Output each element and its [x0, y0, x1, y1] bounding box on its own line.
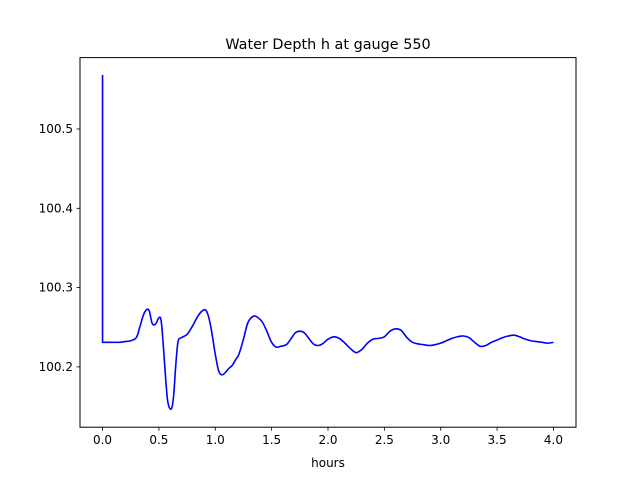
- y-tick-label: 100.4: [39, 201, 73, 215]
- y-axis-ticks: 100.2 100.3 100.4 100.5: [39, 122, 80, 374]
- y-tick-label: 100.5: [39, 122, 73, 136]
- series-layer: [101, 75, 554, 410]
- x-tick-label: 0.0: [93, 433, 112, 447]
- chart-title: Water Depth h at gauge 550: [225, 37, 430, 53]
- x-axis-label: hours: [311, 456, 345, 470]
- x-tick-label: 3.0: [431, 433, 450, 447]
- x-tick-label: 0.5: [149, 433, 168, 447]
- x-tick-label: 2.0: [318, 433, 337, 447]
- x-tick-label: 1.5: [262, 433, 281, 447]
- series-line: [101, 75, 554, 410]
- x-tick-label: 4.0: [544, 433, 563, 447]
- x-axis-ticks: 0.0 0.5 1.0 1.5 2.0 2.5 3.0 3.5 4.0: [93, 427, 563, 447]
- x-tick-label: 3.5: [488, 433, 507, 447]
- y-tick-label: 100.2: [39, 360, 73, 374]
- x-tick-label: 2.5: [375, 433, 394, 447]
- y-tick-label: 100.3: [39, 281, 73, 295]
- x-tick-label: 1.0: [206, 433, 225, 447]
